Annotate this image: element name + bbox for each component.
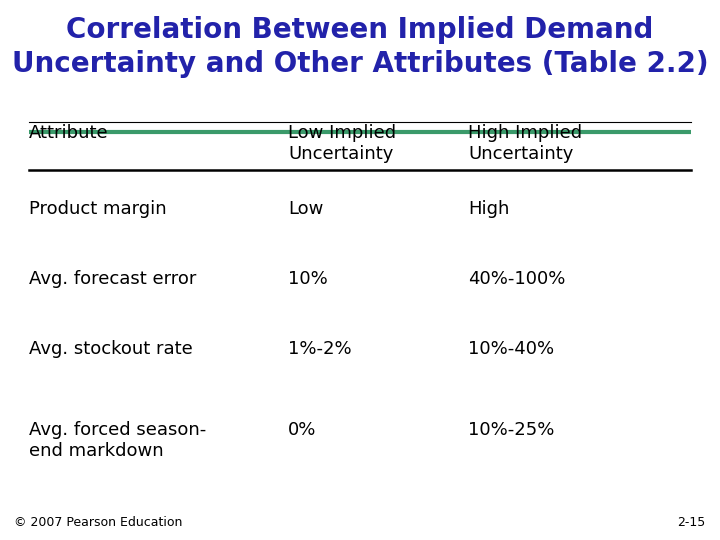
Text: 0%: 0%	[288, 421, 316, 439]
Text: © 2007 Pearson Education: © 2007 Pearson Education	[14, 516, 183, 529]
Text: Avg. forced season-
end markdown: Avg. forced season- end markdown	[29, 421, 206, 460]
Text: 10%-25%: 10%-25%	[468, 421, 554, 439]
Text: 10%-40%: 10%-40%	[468, 340, 554, 358]
Text: Product margin: Product margin	[29, 200, 166, 218]
Text: 40%-100%: 40%-100%	[468, 270, 565, 288]
Text: Low: Low	[288, 200, 323, 218]
Text: 1%-2%: 1%-2%	[288, 340, 351, 358]
Text: 2-15: 2-15	[678, 516, 706, 529]
Text: Avg. stockout rate: Avg. stockout rate	[29, 340, 192, 358]
Text: Low Implied
Uncertainty: Low Implied Uncertainty	[288, 124, 396, 163]
Text: Correlation Between Implied Demand
Uncertainty and Other Attributes (Table 2.2): Correlation Between Implied Demand Uncer…	[12, 16, 708, 78]
Text: 10%: 10%	[288, 270, 328, 288]
Text: High Implied
Uncertainty: High Implied Uncertainty	[468, 124, 582, 163]
Text: High: High	[468, 200, 509, 218]
Text: Attribute: Attribute	[29, 124, 109, 142]
Text: Avg. forecast error: Avg. forecast error	[29, 270, 196, 288]
